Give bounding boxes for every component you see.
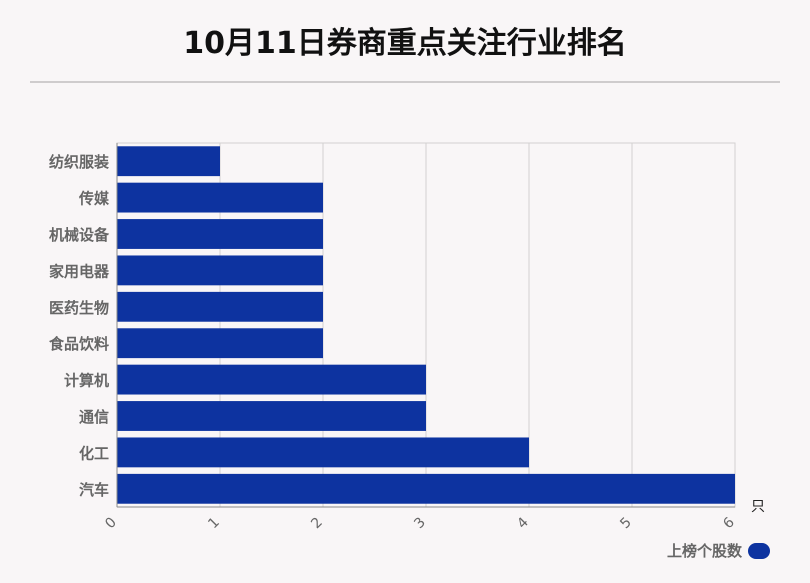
bar bbox=[117, 401, 426, 431]
category-label: 通信 bbox=[79, 408, 109, 426]
bar bbox=[117, 437, 529, 468]
legend[interactable]: 上榜个股数 bbox=[667, 540, 770, 561]
category-label: 计算机 bbox=[64, 372, 109, 390]
bar bbox=[117, 473, 735, 504]
category-label: 家用电器 bbox=[49, 262, 110, 280]
bar bbox=[117, 255, 323, 286]
category-label: 食品饮料 bbox=[49, 335, 109, 353]
category-label: 纺织服装 bbox=[49, 153, 110, 171]
category-label: 医药生物 bbox=[49, 299, 109, 317]
bar bbox=[117, 146, 220, 177]
category-label: 传媒 bbox=[78, 190, 110, 208]
legend-label: 上榜个股数 bbox=[666, 542, 742, 560]
chart-title: 10月11日券商重点关注行业排名 bbox=[183, 26, 627, 61]
category-label: 化工 bbox=[79, 444, 109, 462]
bar bbox=[117, 328, 323, 359]
bar bbox=[117, 182, 323, 213]
bar bbox=[117, 291, 323, 322]
category-label: 机械设备 bbox=[49, 226, 110, 244]
bar bbox=[117, 219, 323, 249]
x-tick-label: 0 bbox=[102, 515, 120, 533]
x-tick-label: 4 bbox=[514, 514, 532, 532]
legend-swatch-icon bbox=[748, 542, 770, 559]
unit-label: 只 bbox=[751, 499, 765, 515]
bar bbox=[117, 364, 426, 395]
x-tick-label: 5 bbox=[617, 515, 635, 533]
category-label: 汽车 bbox=[79, 481, 109, 499]
x-tick-label: 1 bbox=[205, 515, 223, 533]
x-tick-label: 3 bbox=[411, 515, 429, 533]
title-divider bbox=[30, 81, 780, 83]
x-tick-label: 2 bbox=[308, 515, 326, 533]
x-tick-label: 6 bbox=[720, 514, 738, 532]
